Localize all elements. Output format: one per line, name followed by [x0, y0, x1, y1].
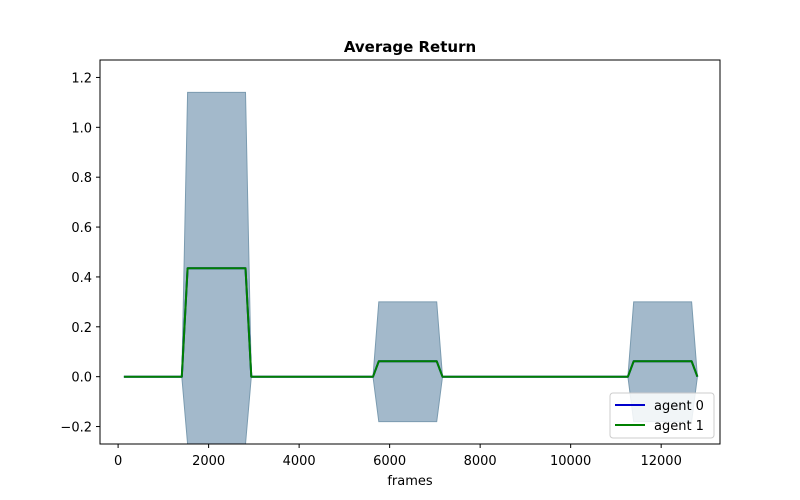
x-axis: 0 2000 4000 6000 8000 10000 12000 — [114, 444, 682, 469]
axes-frame — [99, 59, 721, 445]
y-tick-label: 0.6 — [71, 221, 92, 236]
x-tick-label: 10000 — [550, 454, 591, 469]
y-tick-label: 1.2 — [71, 71, 92, 86]
x-tick-label: 6000 — [373, 454, 406, 469]
x-tick-label: 4000 — [283, 454, 316, 469]
x-tick-label: 8000 — [464, 454, 497, 469]
y-axis: −0.2 0.0 0.2 0.4 0.6 0.8 1.0 1.2 — [60, 71, 100, 436]
y-tick-label: 0.8 — [71, 171, 92, 186]
y-tick-label: 1.0 — [71, 121, 92, 136]
legend-label-agent-1: agent 1 — [654, 419, 704, 434]
chart-title: Average Return — [344, 38, 476, 56]
x-axis-label: frames — [387, 474, 433, 489]
series-line-agent-1 — [123, 267, 699, 378]
x-tick-label: 0 — [114, 454, 122, 469]
y-tick-label: −0.2 — [60, 421, 92, 436]
x-tick-label: 2000 — [192, 454, 225, 469]
legend: agent 0 agent 1 — [609, 392, 715, 439]
x-tick-label: 12000 — [640, 454, 681, 469]
y-tick-label: 0.2 — [71, 321, 92, 336]
y-tick-label: 0.4 — [71, 271, 92, 286]
legend-label-agent-0: agent 0 — [654, 399, 704, 414]
y-tick-label: 0.0 — [71, 371, 92, 386]
